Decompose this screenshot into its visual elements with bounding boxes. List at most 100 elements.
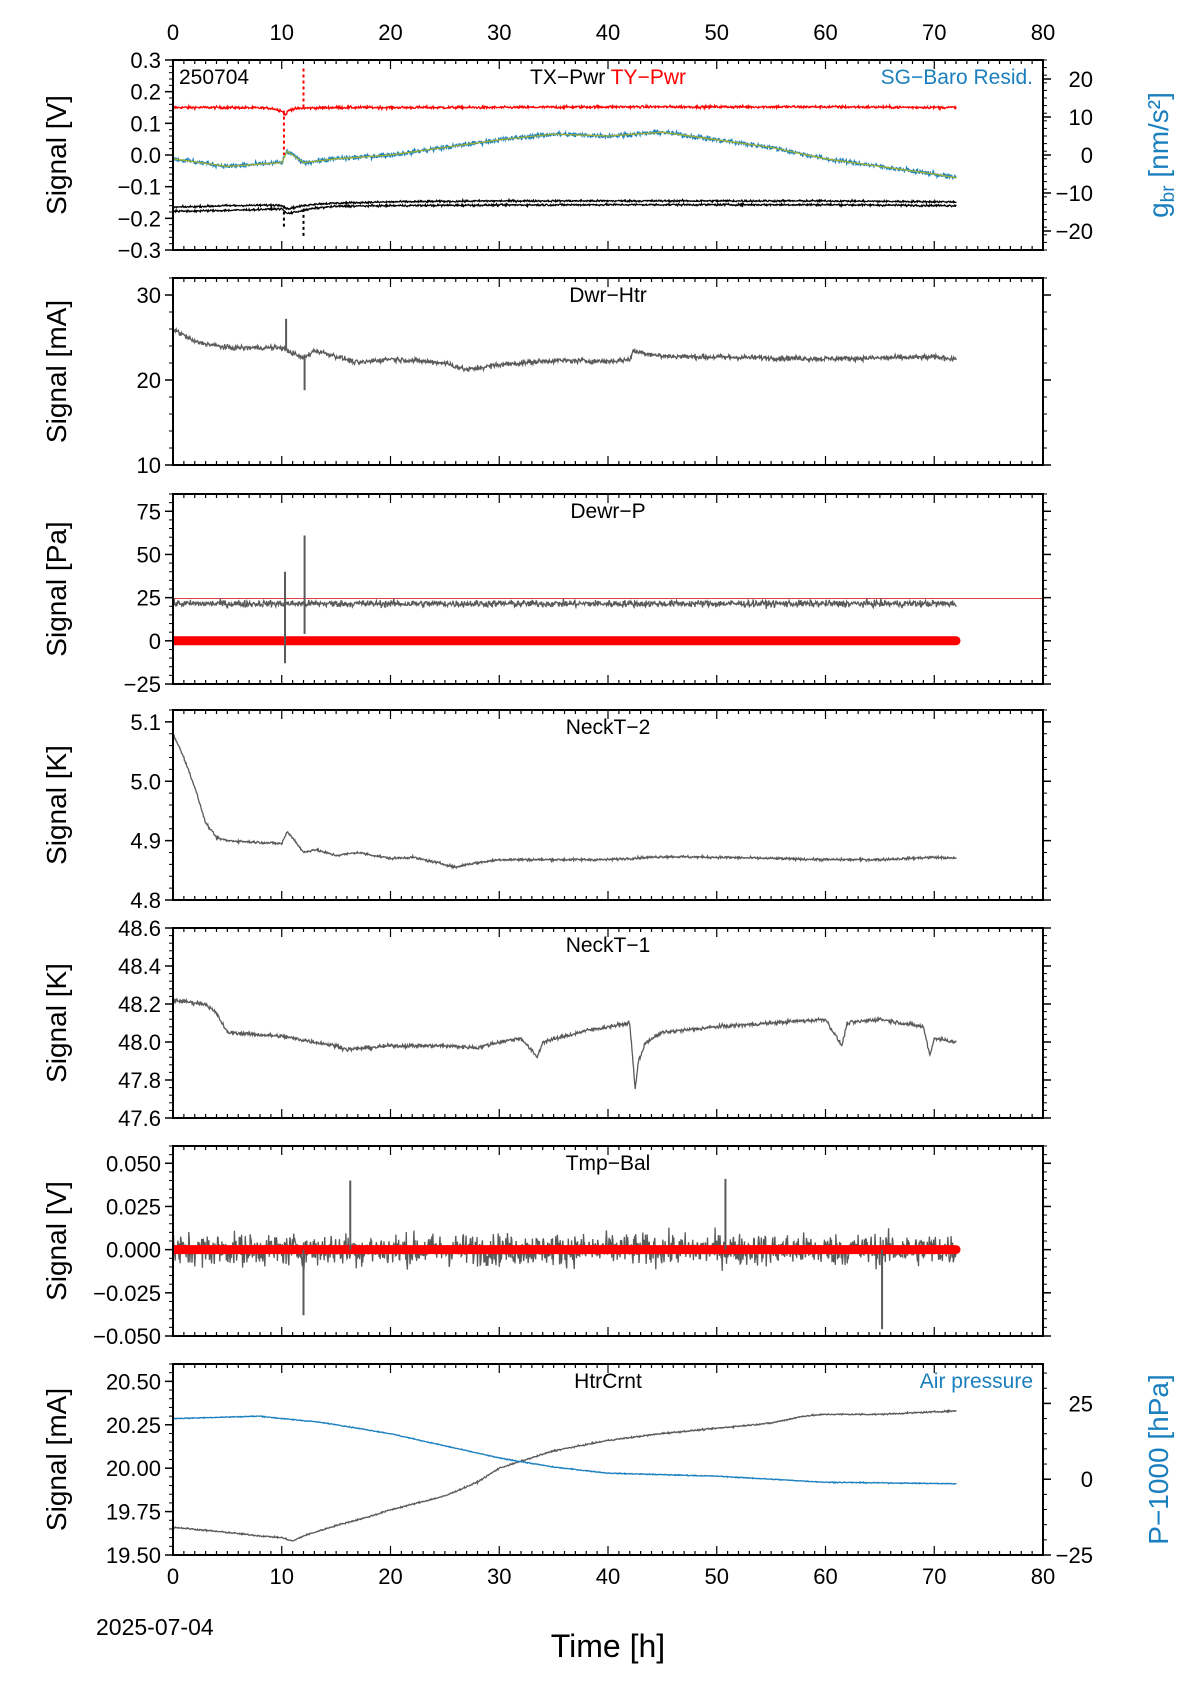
- y-tick-label: −0.3: [118, 238, 161, 263]
- y-tick-label: 47.6: [118, 1106, 161, 1131]
- y-tick-label: 20.50: [106, 1369, 161, 1394]
- series-line-1: [173, 598, 957, 610]
- y-axis-label: Signal [mA]: [41, 300, 72, 443]
- x-tick-label: 30: [487, 1564, 511, 1589]
- x-tick-label: 80: [1031, 1564, 1055, 1589]
- y-tick-label: 19.75: [106, 1500, 161, 1525]
- y-axis-label: Signal [mA]: [41, 1388, 72, 1531]
- panel-6: 0.050 0.025 0.000 −0.025 −0.050 Signal [V] Tmp…: [41, 1145, 1051, 1349]
- plot-area: [173, 1408, 957, 1542]
- plot-area: [173, 66, 957, 238]
- y-tick-label: 0.025: [106, 1194, 161, 1219]
- y-tick-label: 48.4: [118, 954, 161, 979]
- y-tick-label: 0.2: [130, 80, 161, 105]
- y-tick-label: 4.9: [130, 829, 161, 854]
- x-tick-label: 20: [378, 1564, 402, 1589]
- series-line-1: [173, 997, 957, 1090]
- y-tick-label: 0.000: [106, 1238, 161, 1263]
- panel-title: NeckT−2: [566, 716, 651, 739]
- x-tick-label: 10: [270, 20, 294, 45]
- x-tick-label: 50: [705, 20, 729, 45]
- x-tick-label: 60: [813, 1564, 837, 1589]
- y-tick-label: 47.8: [118, 1068, 161, 1093]
- series-line-1: [173, 326, 957, 373]
- series-line-1: [173, 732, 957, 870]
- y-tick-label: 20.00: [106, 1456, 161, 1481]
- y-axis-label: Signal [V]: [41, 95, 72, 215]
- panel-3: 75 50 25 0 −25 Signal [Pa] Dewr−P: [41, 493, 1051, 697]
- y-tick-label: 25: [137, 586, 161, 611]
- panel-title: Tmp−Bal: [566, 1152, 651, 1175]
- y-tick-label: 20.25: [106, 1413, 161, 1438]
- panel-title: TX−Pwr TY−Pwr: [530, 66, 686, 89]
- plot-area: [173, 732, 957, 870]
- y2-tick-label: −25: [1056, 1543, 1093, 1568]
- bottom-time-axis: 0 10 20 30 40 50 60 70 80: [167, 1564, 1055, 1589]
- plot-area: [173, 1178, 961, 1330]
- y2-tick-label: 20: [1069, 67, 1093, 92]
- top-time-axis: 0 10 20 30 40 50 60 70 80: [167, 20, 1055, 45]
- y-tick-label: −25: [124, 672, 161, 697]
- y2-tick-label: 25: [1069, 1391, 1093, 1416]
- y-tick-label: −0.1: [118, 175, 161, 200]
- panel-7: 20.50 20.25 20.00 19.75 19.50 25 0 −25 Signal [m…: [41, 1363, 1174, 1568]
- y-tick-label: 0.0: [130, 143, 161, 168]
- x-tick-label: 0: [167, 20, 179, 45]
- x-tick-label: 70: [922, 1564, 946, 1589]
- series-line-5: [173, 131, 957, 179]
- y2-tick-label: −10: [1056, 181, 1093, 206]
- series-line-1: [173, 102, 957, 117]
- series-line-2: [173, 197, 957, 211]
- y2-tick-label: 10: [1069, 105, 1093, 130]
- panel-1: 0.3 0.2 0.1 0.0 −0.1 −0.2 −0.3 20 10 0 −10 −20 Signa…: [41, 48, 1179, 263]
- y-tick-label: 5.1: [130, 710, 161, 735]
- y-tick-label: 50: [137, 542, 161, 567]
- series-line-2: [173, 1414, 957, 1485]
- x-tick-label: 20: [378, 20, 402, 45]
- right-legend-entry: Air pressure: [920, 1370, 1033, 1393]
- panel-title: Dewr−P: [570, 500, 645, 523]
- x-tick-label: 60: [813, 20, 837, 45]
- legend-entry: TX−Pwr: [530, 66, 605, 89]
- y-tick-label: 48.6: [118, 916, 161, 941]
- y-axis-label: Signal [Pa]: [41, 521, 72, 656]
- y-tick-label: 0.1: [130, 111, 161, 136]
- y-tick-label: −0.2: [118, 206, 161, 231]
- time-axis-label: Time [h]: [551, 1628, 665, 1664]
- panel-2: 30 20 10 Signal [mA] Dwr−Htr: [41, 277, 1051, 478]
- date-label: 2025-07-04: [96, 1614, 214, 1640]
- y-tick-label: 48.2: [118, 992, 161, 1017]
- panel-id-label: 250704: [179, 66, 249, 89]
- y2-tick-label: 0: [1081, 143, 1093, 168]
- panel-title: HtrCrnt: [574, 1370, 642, 1393]
- right-legend-entry: SG−Baro Resid.: [881, 66, 1033, 89]
- series-line-1: [173, 1408, 957, 1542]
- panel-title: NeckT−1: [566, 934, 651, 957]
- y-tick-label: 5.0: [130, 769, 161, 794]
- y-tick-label: −0.025: [93, 1281, 161, 1306]
- y2-tick-label: −20: [1056, 219, 1093, 244]
- y-tick-label: 10: [137, 453, 161, 478]
- panel-title: Dwr−Htr: [569, 284, 647, 307]
- panel-4: 5.1 5.0 4.9 4.8 Signal [K] NeckT−2: [41, 709, 1051, 913]
- legend-entry: TY−Pwr: [605, 66, 686, 89]
- y2-axis-label: P−1000 [hPa]: [1143, 1374, 1174, 1544]
- x-tick-label: 70: [922, 20, 946, 45]
- y-tick-label: 75: [137, 499, 161, 524]
- x-tick-label: 40: [596, 20, 620, 45]
- y-axis-label: Signal [V]: [41, 1181, 72, 1301]
- y-tick-label: 4.8: [130, 888, 161, 913]
- x-tick-label: 30: [487, 20, 511, 45]
- y-tick-label: 19.50: [106, 1543, 161, 1568]
- panel-5: 48.6 48.4 48.2 48.0 47.8 47.6 Signal [K] NeckT−…: [41, 916, 1051, 1131]
- plot-area: [173, 535, 1043, 664]
- x-tick-label: 80: [1031, 20, 1055, 45]
- plot-area: [173, 318, 957, 391]
- plot-area: [173, 997, 957, 1090]
- y-tick-label: 48.0: [118, 1030, 161, 1055]
- x-tick-label: 10: [270, 1564, 294, 1589]
- y2-axis-label: gbr [nm/s²]: [1143, 92, 1179, 218]
- y-tick-label: 20: [137, 368, 161, 393]
- y-tick-label: 0.050: [106, 1151, 161, 1176]
- y-tick-label: 0: [149, 629, 161, 654]
